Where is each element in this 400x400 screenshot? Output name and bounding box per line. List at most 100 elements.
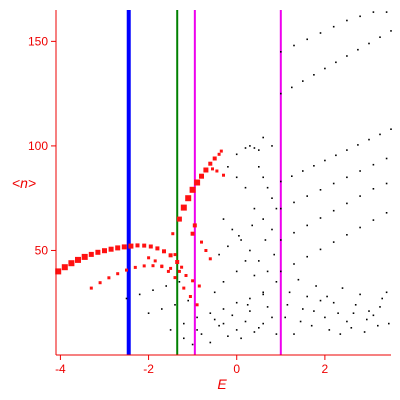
black-data-point xyxy=(196,329,198,331)
red-data-point xyxy=(203,167,209,173)
red-data-point xyxy=(215,169,219,173)
red-data-point xyxy=(204,249,208,252)
black-data-point xyxy=(288,291,291,294)
black-data-point xyxy=(332,301,335,304)
black-data-point xyxy=(332,209,335,212)
black-data-point xyxy=(262,136,264,139)
black-data-point xyxy=(291,175,293,177)
black-data-point xyxy=(227,245,229,248)
red-data-point xyxy=(89,286,93,290)
black-data-point xyxy=(271,228,273,231)
black-data-point xyxy=(385,212,388,214)
black-data-point xyxy=(235,153,238,156)
black-data-point xyxy=(222,218,225,220)
black-data-point xyxy=(178,281,181,283)
red-data-point xyxy=(102,248,107,254)
black-data-point xyxy=(280,51,282,53)
red-data-point xyxy=(75,256,81,263)
red-data-point xyxy=(116,272,120,276)
black-data-point xyxy=(313,310,315,312)
red-data-point xyxy=(180,265,184,269)
black-data-point xyxy=(368,138,370,141)
red-data-point xyxy=(188,295,192,298)
red-data-point xyxy=(55,268,62,275)
red-data-point xyxy=(199,173,204,179)
black-data-point xyxy=(346,320,348,323)
black-data-point xyxy=(240,337,242,340)
red-data-point xyxy=(175,260,180,264)
black-data-point xyxy=(275,207,278,210)
black-data-point xyxy=(352,312,355,314)
red-data-point xyxy=(81,253,88,260)
black-data-point xyxy=(147,312,150,314)
red-data-point xyxy=(173,276,177,280)
red-data-point xyxy=(180,204,187,211)
red-data-point xyxy=(189,186,196,193)
black-data-point xyxy=(346,149,348,151)
black-data-point xyxy=(293,231,295,234)
black-data-point xyxy=(332,25,335,28)
black-data-point xyxy=(350,327,353,329)
red-data-point xyxy=(151,264,155,268)
black-data-point xyxy=(183,337,185,340)
red-data-point xyxy=(128,243,134,249)
red-data-point xyxy=(208,257,212,261)
black-data-point xyxy=(335,61,337,64)
black-data-point xyxy=(262,293,264,296)
black-data-point xyxy=(165,285,167,287)
red-data-point xyxy=(115,245,121,251)
black-data-point xyxy=(196,316,198,319)
black-data-point xyxy=(346,19,348,22)
black-data-point xyxy=(368,310,370,312)
red-data-point xyxy=(194,179,201,186)
black-data-point xyxy=(332,241,335,243)
black-data-point xyxy=(258,149,260,151)
black-data-point xyxy=(293,44,295,47)
x-tick-label: -4 xyxy=(55,362,66,376)
black-data-point xyxy=(326,295,328,298)
black-data-point xyxy=(161,308,163,310)
black-data-point xyxy=(280,270,282,273)
black-data-point xyxy=(273,253,275,256)
black-data-point xyxy=(299,320,302,323)
black-data-point xyxy=(262,176,264,179)
red-data-point xyxy=(142,243,147,248)
red-data-point xyxy=(190,231,195,236)
black-data-point xyxy=(319,299,322,302)
black-data-point xyxy=(251,224,253,227)
black-data-point xyxy=(258,166,260,168)
red-data-point xyxy=(197,284,201,288)
red-data-point xyxy=(211,167,214,171)
red-data-point xyxy=(121,244,127,250)
black-data-point xyxy=(271,197,273,199)
black-data-point xyxy=(310,324,313,327)
black-data-point xyxy=(302,170,304,172)
red-series xyxy=(55,149,225,307)
red-data-point xyxy=(169,266,173,270)
black-data-point xyxy=(253,147,256,149)
black-data-point xyxy=(359,170,361,172)
red-data-point xyxy=(135,243,140,248)
x-tick-label: 0 xyxy=(233,362,240,376)
red-data-point xyxy=(88,251,94,257)
black-data-point xyxy=(319,189,322,191)
black-data-point xyxy=(266,270,269,273)
black-data-point xyxy=(291,86,293,89)
black-data-point xyxy=(313,74,315,76)
red-data-point xyxy=(95,249,101,255)
black-data-point xyxy=(227,335,229,337)
black-data-point xyxy=(357,48,359,51)
black-data-point xyxy=(253,207,256,210)
black-data-point xyxy=(240,239,242,241)
red-data-point xyxy=(219,149,223,153)
black-data-point xyxy=(346,202,348,205)
black-data-point xyxy=(379,133,381,136)
black-data-point xyxy=(280,180,282,183)
black-data-point xyxy=(244,320,247,323)
black-data-point xyxy=(264,239,267,241)
black-data-point xyxy=(377,324,379,327)
black-data-point xyxy=(266,306,269,308)
black-data-point xyxy=(306,195,308,197)
black-data-point xyxy=(271,145,273,147)
black-data-point xyxy=(244,260,247,262)
